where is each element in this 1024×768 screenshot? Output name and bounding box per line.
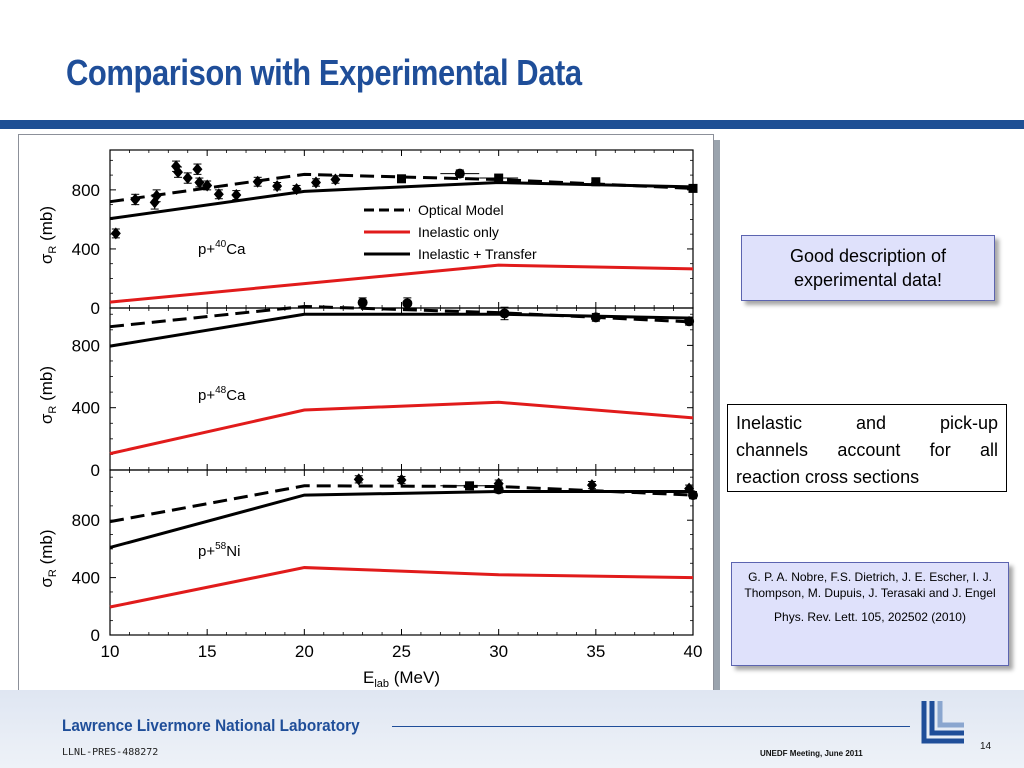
- footer-bar: [0, 690, 1024, 768]
- series-line-inelastic-only: [109, 566, 694, 609]
- callout-inelastic-line-2: channels account for all: [736, 440, 998, 460]
- footer-meeting: UNEDF Meeting, June 2011: [760, 749, 863, 758]
- data-point: [202, 179, 213, 192]
- data-point: [688, 490, 698, 501]
- legend-label: Inelastic only: [418, 224, 499, 240]
- page-number: 14: [980, 741, 992, 752]
- y-tick-label: 0: [91, 299, 100, 318]
- data-point: [130, 193, 141, 206]
- title-rule: [0, 120, 1024, 129]
- x-tick-label: 40: [684, 642, 703, 661]
- y-axis-label: σR (mb): [37, 366, 59, 424]
- data-point: [590, 312, 601, 323]
- data-point: [272, 180, 283, 193]
- y-tick-label: 0: [91, 461, 100, 480]
- data-point: [171, 160, 182, 173]
- data-point: [151, 189, 162, 202]
- data-point: [173, 166, 184, 179]
- legend-label: Inelastic + Transfer: [418, 246, 537, 262]
- footer-rule: [392, 726, 910, 727]
- data-point: [231, 189, 242, 202]
- data-point: [586, 479, 597, 492]
- data-point: [192, 163, 203, 176]
- llnl-logo-icon: [921, 701, 964, 744]
- footer-document-id: LLNL-PRES-488272: [62, 747, 159, 758]
- series-line-inelastic-only: [109, 400, 694, 456]
- y-tick-label: 800: [72, 336, 100, 355]
- data-point: [494, 173, 504, 183]
- data-point: [684, 316, 695, 327]
- x-tick-label: 10: [101, 642, 120, 661]
- y-tick-label: 400: [72, 569, 100, 588]
- x-tick-label: 30: [489, 642, 508, 661]
- reference-authors: G. P. A. Nobre, F.S. Dietrich, J. E. Esc…: [744, 570, 996, 600]
- x-tick-label: 15: [198, 642, 217, 661]
- reference-citation: Phys. Rev. Lett. 105, 202502 (2010): [774, 610, 966, 624]
- reaction-label: p+40Ca: [198, 239, 246, 258]
- x-axis-label: Elab (MeV): [363, 668, 440, 690]
- y-tick-label: 0: [91, 626, 100, 645]
- data-point: [493, 484, 504, 495]
- data-point: [402, 298, 413, 309]
- data-point: [357, 297, 368, 308]
- reaction-label: p+48Ca: [198, 385, 246, 404]
- data-point: [252, 175, 263, 188]
- callout-good-description: Good description of experimental data!: [741, 235, 995, 301]
- data-point: [591, 177, 601, 187]
- y-tick-label: 800: [72, 181, 100, 200]
- slide-title: Comparison with Experimental Data: [66, 52, 582, 93]
- data-point: [499, 308, 510, 319]
- callout-reference: G. P. A. Nobre, F.S. Dietrich, J. E. Esc…: [731, 562, 1009, 666]
- series-line-inelastic-transfer: [109, 490, 693, 549]
- data-point: [194, 176, 205, 189]
- y-tick-label: 800: [72, 511, 100, 530]
- footer-lab-name: Lawrence Livermore National Laboratory: [62, 716, 360, 735]
- data-point: [182, 172, 193, 185]
- callout-inelastic-line-3: reaction cross sections: [736, 467, 920, 487]
- y-tick-label: 400: [72, 399, 100, 418]
- callout-inelastic-line-1: Inelastic and pick-up: [736, 413, 998, 433]
- data-point: [213, 188, 224, 201]
- y-axis-label: σR (mb): [37, 206, 59, 264]
- y-tick-label: 400: [72, 240, 100, 259]
- x-tick-label: 35: [586, 642, 605, 661]
- data-point: [353, 473, 364, 486]
- series-line-inelastic-only: [109, 263, 694, 304]
- data-point: [310, 176, 321, 189]
- callout-good-line-2: experimental data!: [793, 270, 943, 290]
- data-point: [397, 174, 406, 184]
- y-axis-label: σR (mb): [37, 529, 59, 587]
- callout-good-line-1: Good description of: [789, 246, 947, 266]
- data-point: [454, 168, 465, 179]
- callout-inelastic-channels: Inelastic and pick-up channels account f…: [727, 404, 1007, 492]
- data-point: [688, 183, 698, 193]
- reaction-label: p+58Ni: [198, 541, 240, 560]
- data-point: [330, 173, 341, 186]
- plot-frame: [18, 134, 714, 699]
- data-point: [396, 474, 407, 487]
- legend-label: Optical Model: [418, 202, 504, 218]
- data-point: [291, 183, 302, 196]
- data-point: [465, 481, 475, 491]
- x-tick-label: 20: [295, 642, 314, 661]
- data-point: [110, 227, 121, 240]
- x-tick-label: 25: [392, 642, 411, 661]
